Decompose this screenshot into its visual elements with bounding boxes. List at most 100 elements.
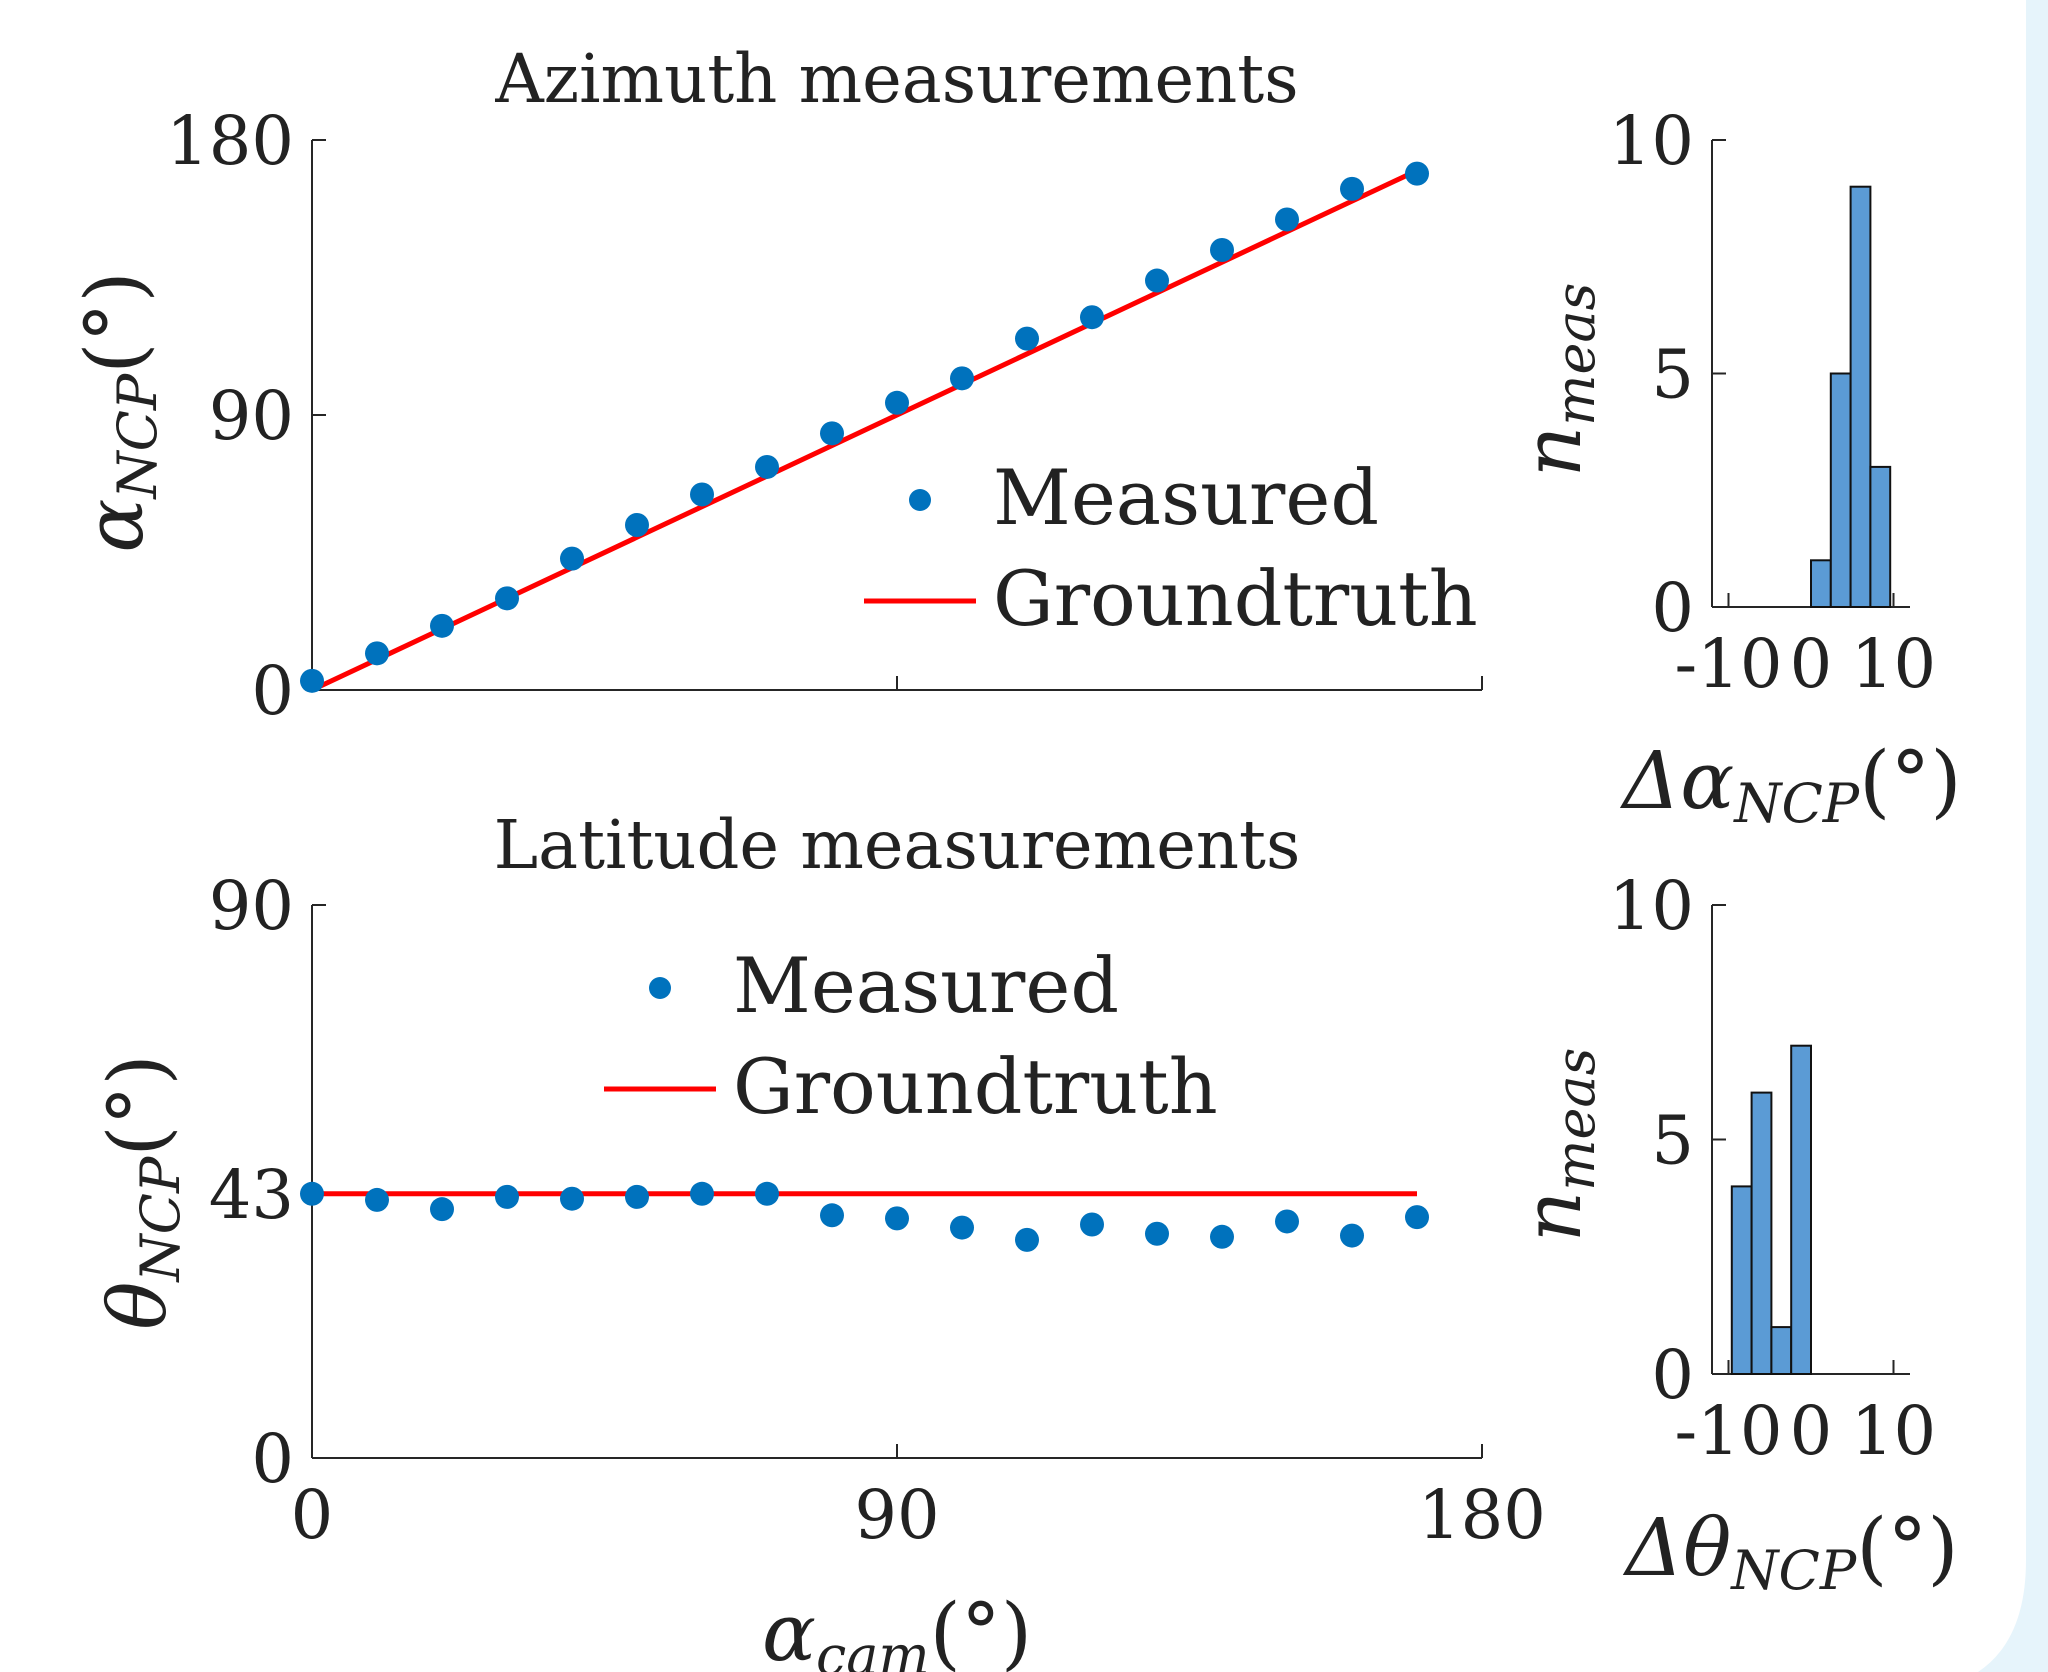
azimuth-measured-point [690, 482, 714, 507]
latitude-measured-point [495, 1184, 519, 1209]
latitude-measured-point [1080, 1212, 1104, 1237]
latitude-measured-point [690, 1181, 714, 1206]
azimuth-error-histogram-ytick-label: 0 [1651, 569, 1694, 647]
latitude-legend-groundtruth-label: Groundtruth [733, 1042, 1218, 1131]
latitude-title: Latitude measurements [494, 806, 1301, 884]
azimuth-error-histogram-bar [1849, 185, 1872, 608]
latitude-xlabel-symbol: α [762, 1586, 816, 1672]
page-edge-decoration [1978, 0, 2048, 1672]
azimuth-measured-point [1340, 176, 1364, 201]
latitude-error-histogram-bar [1770, 1326, 1793, 1375]
latitude-error-histogram-ytick-label: 10 [1609, 867, 1694, 945]
latitude-measured-point [1210, 1224, 1234, 1249]
azimuth-error-histogram-ytick-label: 5 [1651, 336, 1694, 414]
latitude-measured-point [950, 1215, 974, 1240]
latitude-hist-ylabel: nmeas [1506, 1048, 1607, 1243]
latitude-ylabel-unit: (°) [91, 1054, 184, 1156]
latitude-ytick-label: 0 [251, 1420, 294, 1498]
latitude-measured-point [1145, 1221, 1169, 1246]
azimuth-measured-point [1210, 238, 1234, 262]
azimuth-measured-point [820, 421, 844, 446]
latitude-hist-xlabel-symbol: Δθ [1622, 1501, 1731, 1594]
latitude-xlabel-subscript: cam [816, 1624, 930, 1672]
latitude-error-histogram-ytick-label: 5 [1651, 1102, 1694, 1180]
azimuth-measured-point [495, 586, 519, 611]
azimuth-measured-point [1405, 161, 1429, 186]
latitude-xlabel-unit: (°) [930, 1586, 1032, 1672]
azimuth-ylabel-unit: (°) [68, 271, 161, 373]
latitude-measured-point [885, 1206, 909, 1231]
latitude-legend-measured-label: Measured [733, 941, 1119, 1030]
azimuth-hist-xlabel: ΔαNCP(°) [1619, 734, 1961, 835]
latitude-error-histogram-bar [1730, 1185, 1753, 1376]
azimuth-measured-point [625, 513, 649, 537]
azimuth-title: Azimuth measurements [494, 40, 1298, 118]
azimuth-error-histogram-bar [1869, 465, 1892, 608]
svg-text:nmeas: nmeas [1506, 283, 1607, 478]
azimuth-error-histogram-ytick-label: 10 [1609, 102, 1694, 180]
azimuth-hist-xlabel-symbol: Δα [1619, 734, 1734, 827]
azimuth-hist-ylabel-subscript: meas [1544, 283, 1607, 426]
latitude-hist-xlabel-subscript: NCP [1729, 1539, 1858, 1602]
azimuth-legend-measured-marker [909, 489, 931, 511]
latitude-measured-point [365, 1187, 389, 1212]
svg-text:αNCP(°): αNCP(°) [68, 271, 169, 552]
latitude-ytick-label: 90 [209, 867, 294, 945]
latitude-xtick-label: 180 [1418, 1476, 1546, 1554]
azimuth-panel: Azimuth measurements αNCP(°) 0 90 180 Measu… [68, 40, 1483, 730]
latitude-error-histogram-xtick-label: 0 [1790, 1392, 1833, 1470]
azimuth-legend-groundtruth-label: Groundtruth [993, 554, 1478, 643]
latitude-xtick-label: 0 [291, 1476, 334, 1554]
azimuth-error-histogram-bar [1810, 559, 1832, 608]
azimuth-error-histogram-bar [1829, 372, 1852, 608]
azimuth-measured-point [1080, 305, 1104, 330]
azimuth-hist-xlabel-unit: (°) [1859, 734, 1961, 827]
azimuth-measured-point [300, 668, 324, 693]
latitude-error-histogram-ytick-label: 0 [1651, 1336, 1694, 1414]
latitude-measured-point [1275, 1209, 1299, 1234]
latitude-measured-point [820, 1203, 844, 1228]
latitude-error-histogram-bar [1750, 1091, 1773, 1375]
latitude-legend-measured-marker [649, 977, 671, 999]
azimuth-ytick-label: 0 [251, 652, 294, 730]
svg-text:nmeas: nmeas [1506, 1048, 1607, 1243]
azimuth-error-histogram-xtick-label: -10 [1675, 625, 1783, 703]
azimuth-measured-point [430, 613, 454, 638]
latitude-xlabel: αcam(°) [762, 1586, 1032, 1672]
latitude-ylabel-symbol: θ [91, 1282, 184, 1330]
svg-text:θNCP(°): θNCP(°) [91, 1054, 192, 1330]
azimuth-hist-ylabel: nmeas [1506, 283, 1607, 478]
azimuth-ytick-label: 180 [166, 102, 294, 180]
latitude-measured-point [300, 1181, 324, 1206]
azimuth-ylabel-symbol: α [68, 499, 161, 553]
azimuth-measured-point [560, 546, 584, 571]
latitude-hist-xlabel: ΔθNCP(°) [1622, 1501, 1958, 1602]
azimuth-ytick-label: 90 [209, 377, 294, 455]
latitude-ytick-label: 43 [209, 1156, 294, 1234]
azimuth-measured-point [1275, 207, 1299, 232]
azimuth-error-histogram-xtick-label: 10 [1851, 625, 1936, 703]
azimuth-legend-measured-label: Measured [993, 453, 1379, 542]
latitude-measured-point [1015, 1227, 1039, 1252]
azimuth-measured-point [950, 366, 974, 391]
latitude-xtick-label: 90 [854, 1476, 939, 1554]
latitude-hist-ylabel-subscript: meas [1544, 1048, 1607, 1191]
azimuth-hist-xlabel-subscript: NCP [1732, 772, 1861, 835]
latitude-error-histogram-bar [1790, 1044, 1812, 1375]
latitude-ylabel-subscript: NCP [129, 1155, 192, 1284]
azimuth-measured-point [885, 390, 909, 415]
azimuth-error-histogram-xtick-label: 0 [1790, 625, 1833, 703]
azimuth-measured-point [755, 454, 779, 479]
azimuth-ylabel: αNCP(°) [68, 271, 169, 552]
azimuth-hist-ylabel-symbol: n [1506, 426, 1599, 478]
latitude-error-histogram-xtick-label: 10 [1851, 1392, 1936, 1470]
latitude-measured-point [1340, 1223, 1364, 1248]
latitude-measured-point [1405, 1205, 1429, 1230]
latitude-hist-xlabel-unit: (°) [1856, 1501, 1958, 1594]
azimuth-measured-point [1015, 326, 1039, 351]
latitude-measured-point [755, 1181, 779, 1206]
